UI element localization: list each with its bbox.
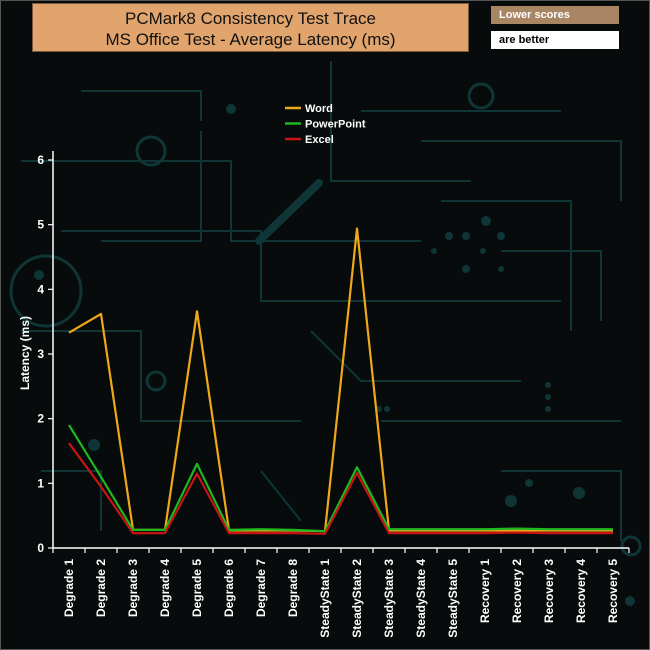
x-tick-label: Degrade 7 [254, 559, 268, 617]
y-tick-label: 0 [37, 541, 44, 555]
x-tick-label: Degrade 1 [62, 559, 76, 617]
note-lower-scores: Lower scores [491, 6, 619, 24]
series-line-powerpoint [68, 424, 613, 533]
legend-label: Word [305, 103, 333, 115]
y-tick-label: 4 [37, 282, 44, 296]
x-tick-label: SteadyState 4 [414, 559, 428, 638]
x-tick-label: Recovery 5 [606, 559, 620, 623]
y-tick-label: 3 [37, 347, 44, 361]
y-tick-label: 2 [37, 412, 44, 426]
chart-title-line-2: MS Office Test - Average Latency (ms) [105, 30, 396, 49]
x-tick-label: SteadyState 1 [318, 559, 332, 638]
y-axis-label: Latency (ms) [18, 316, 32, 390]
legend-label: Excel [305, 134, 334, 146]
x-tick-label: SteadyState 2 [350, 559, 364, 638]
x-tick-label: Degrade 4 [158, 559, 172, 617]
chart-title-box: PCMark8 Consistency Test Trace MS Office… [32, 3, 469, 52]
x-tick-label: Recovery 1 [478, 559, 492, 623]
x-tick-label: Degrade 5 [190, 559, 204, 617]
legend-label: PowerPoint [305, 119, 366, 131]
y-tick-label: 1 [37, 476, 44, 490]
chart-title-line-1: PCMark8 Consistency Test Trace [125, 9, 376, 28]
x-tick-label: Degrade 2 [94, 559, 108, 617]
x-tick-label: SteadyState 3 [382, 559, 396, 638]
series-line-excel [68, 442, 613, 535]
x-tick-label: Recovery 3 [542, 559, 556, 623]
x-tick-label: Degrade 3 [126, 559, 140, 617]
x-tick-label: Recovery 2 [510, 559, 524, 623]
note-are-better: are better [491, 31, 619, 49]
series-line-word [68, 227, 613, 533]
x-tick-label: Recovery 4 [574, 559, 588, 623]
x-tick-label: Degrade 6 [222, 559, 236, 617]
x-tick-label: Degrade 8 [286, 559, 300, 617]
y-tick-label: 6 [37, 153, 44, 167]
y-tick-label: 5 [37, 218, 44, 232]
x-tick-label: SteadyState 5 [446, 559, 460, 638]
